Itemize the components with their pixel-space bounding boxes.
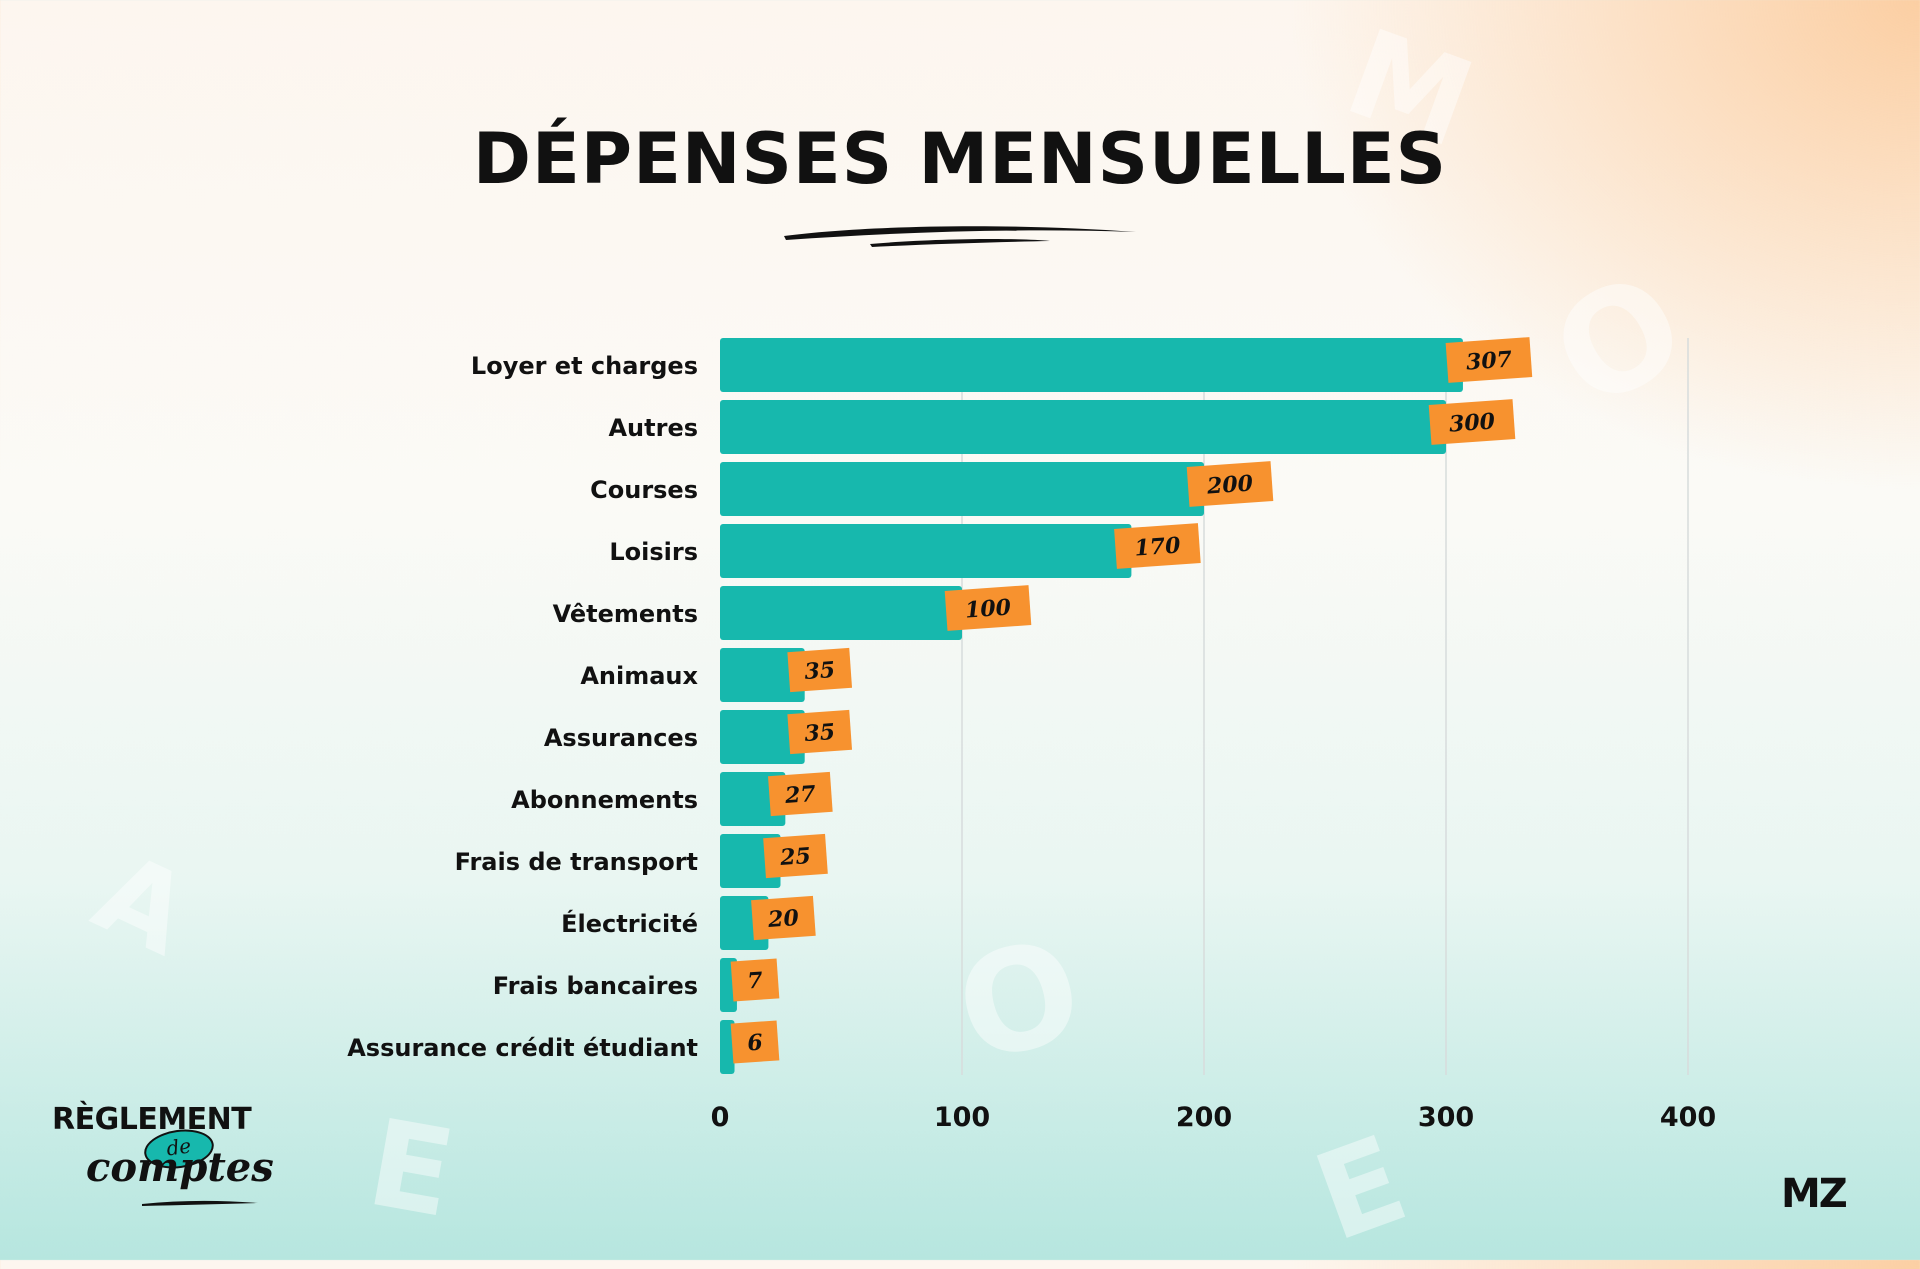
data-label: 6 [730,1020,780,1064]
data-label-value: 100 [964,594,1012,623]
bar [720,400,1446,454]
data-label-background [768,771,833,817]
data-label: 7 [730,958,780,1002]
data-label-value: 27 [783,781,817,809]
data-label-value: 35 [804,657,836,685]
data-label-background [751,895,816,941]
category-label: Assurances [544,724,698,752]
bar [720,338,1463,392]
category-label: Électricité [561,909,698,938]
logo-brush-underline [142,1200,258,1206]
mz-logo: MZ [1781,1171,1848,1217]
category-label: Abonnements [511,786,698,814]
data-label-background [1428,399,1516,445]
data-label-value: 20 [766,905,800,933]
category-label: Loisirs [609,538,698,566]
data-label-value: 307 [1465,346,1513,375]
data-label-value: 200 [1205,470,1254,499]
data-label-value: 300 [1448,408,1496,437]
chart-title: DÉPENSES MENSUELLES [472,118,1448,200]
data-label-background [1186,461,1274,507]
logo-text-reglement: RÈGLEMENT [52,1102,252,1137]
data-label-value: 170 [1134,532,1182,561]
category-label: Courses [590,476,698,504]
data-label-background [763,833,828,879]
data-label: 170 [1114,523,1201,569]
data-label-background [730,958,780,1002]
category-label: Frais bancaires [493,972,698,1000]
data-label: 27 [768,771,833,817]
data-label: 307 [1445,337,1533,383]
x-tick-label: 200 [1176,1102,1232,1133]
category-label: Assurance crédit étudiant [347,1034,698,1062]
brush-stroke-underline [784,226,1136,247]
data-label-background [944,585,1032,631]
data-label: 200 [1186,461,1274,507]
data-label-value: 7 [747,967,765,994]
x-tick-label: 400 [1660,1102,1716,1133]
bar [720,586,962,640]
bar [720,1020,735,1074]
data-label-background [1445,337,1533,383]
reglement-de-comptes-logo: RÈGLEMENT de comptes [52,1102,297,1210]
data-label: 35 [787,709,853,755]
category-label: Vêtements [553,600,698,628]
data-label: 100 [944,585,1032,631]
x-tick-label: 300 [1418,1102,1474,1133]
data-label-value: 25 [778,843,811,871]
category-label: Frais de transport [455,848,698,876]
x-tick-label: 0 [711,1102,730,1133]
data-label-value: 35 [804,719,836,747]
data-label-value: 6 [747,1029,764,1056]
bar [720,524,1132,578]
data-label: 20 [751,895,816,941]
data-label-background [787,647,853,693]
bar [720,710,805,764]
data-label-background [1114,523,1201,569]
data-label: 35 [787,647,853,693]
category-label: Loyer et charges [471,352,698,380]
data-label-background [730,1020,780,1064]
bar [720,648,805,702]
x-tick-label: 100 [934,1102,990,1133]
category-label: Autres [608,414,698,442]
data-label-background [787,709,853,755]
category-label: Animaux [580,662,698,690]
data-label: 25 [763,833,828,879]
logo-text-comptes: comptes [86,1144,274,1191]
data-label: 300 [1428,399,1516,445]
bar [720,462,1204,516]
